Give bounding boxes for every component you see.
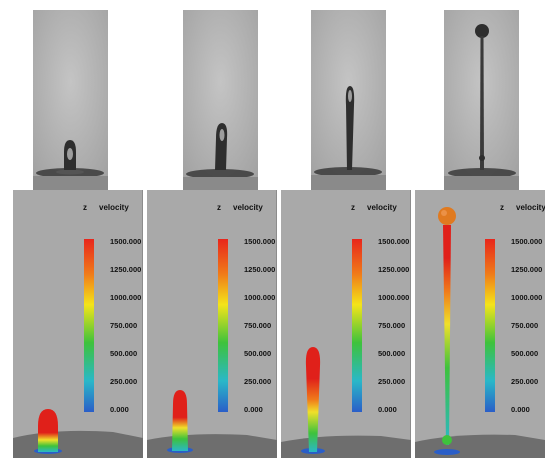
colorbar-tick-label: 0.000 <box>110 405 129 414</box>
axis-label: z <box>217 203 221 212</box>
colorbar-tick-label: 1250.000 <box>110 265 141 274</box>
colorbar-tick-label: 1500.000 <box>511 237 542 246</box>
colorbar-tick-label: 1250.000 <box>244 265 275 274</box>
colorbar <box>485 239 495 412</box>
colorbar-tick-label: 500.000 <box>511 349 538 358</box>
quantity-label: velocity <box>367 203 397 212</box>
jet <box>172 390 188 451</box>
colorbar-tick-label: 500.000 <box>378 349 405 358</box>
base-plate <box>13 430 143 458</box>
jet <box>443 225 451 445</box>
colorbar-tick-label: 1250.000 <box>511 265 542 274</box>
base-plate <box>147 434 277 458</box>
colorbar-tick-label: 500.000 <box>244 349 271 358</box>
photo-4 <box>444 10 519 190</box>
quantity-label: velocity <box>99 203 129 212</box>
colorbar-tick-label: 750.000 <box>378 321 405 330</box>
panel-1: z velocity 1500.000 1250.000 1000.000 75… <box>13 190 143 458</box>
panel-3: z velocity 1500.000 1250.000 1000.000 75… <box>281 190 411 458</box>
quantity-label: velocity <box>233 203 263 212</box>
colorbar-tick-label: 0.000 <box>511 405 530 414</box>
jet <box>305 347 321 452</box>
colorbar-tick-label: 500.000 <box>110 349 137 358</box>
colorbar-tick-label: 750.000 <box>244 321 271 330</box>
panel-4: z velocity 1500.000 1250.000 1000.000 75… <box>415 190 545 458</box>
base-plate <box>281 435 411 458</box>
colorbar <box>218 239 228 412</box>
axis-label: z <box>83 203 87 212</box>
colorbar-tick-label: 750.000 <box>511 321 538 330</box>
colorbar-tick-label: 0.000 <box>244 405 263 414</box>
colorbar-tick-label: 250.000 <box>110 377 137 386</box>
photo-2 <box>183 10 258 190</box>
colorbar-tick-label: 1250.000 <box>378 265 409 274</box>
colorbar-tick-label: 1000.000 <box>110 293 141 302</box>
colorbar-tick-label: 1500.000 <box>244 237 275 246</box>
colorbar-tick-label: 1000.000 <box>244 293 275 302</box>
colorbar-tick-label: 750.000 <box>110 321 137 330</box>
droplet <box>438 207 456 225</box>
colorbar-tick-label: 250.000 <box>378 377 405 386</box>
colorbar-tick-label: 0.000 <box>378 405 397 414</box>
colorbar-tick-label: 1500.000 <box>378 237 409 246</box>
colorbar-tick-label: 1000.000 <box>511 293 542 302</box>
droplet <box>442 435 452 445</box>
panel-2: z velocity 1500.000 1250.000 1000.000 75… <box>147 190 277 458</box>
quantity-label: velocity <box>516 203 545 212</box>
colorbar <box>84 239 94 412</box>
photo-1 <box>33 10 108 190</box>
colorbar-tick-label: 250.000 <box>244 377 271 386</box>
colorbar-tick-label: 250.000 <box>511 377 538 386</box>
jet <box>38 409 58 452</box>
axis-label: z <box>500 203 504 212</box>
axis-label: z <box>351 203 355 212</box>
colorbar-tick-label: 1000.000 <box>378 293 409 302</box>
colorbar <box>352 239 362 412</box>
colorbar-tick-label: 1500.000 <box>110 237 141 246</box>
photo-3 <box>311 10 386 190</box>
